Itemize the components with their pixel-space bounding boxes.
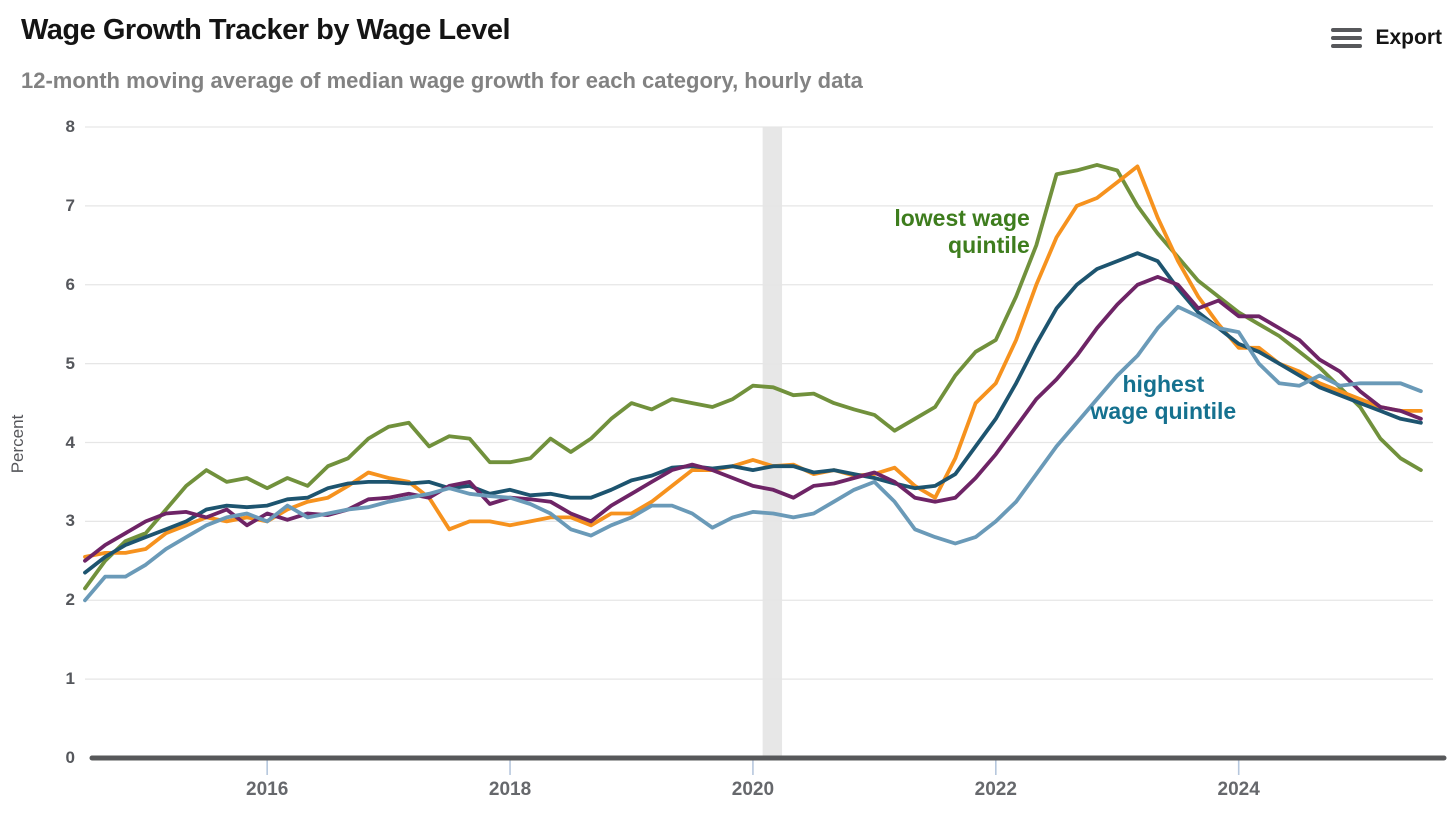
x-tick-label: 2020 [731,779,775,800]
y-tick-label: 3 [65,511,75,531]
y-tick-label: 2 [65,590,75,610]
annotation-lowest-wage-quintile: lowest wage quintile [894,204,1030,258]
export-label: Export [1375,26,1442,49]
series-line-lightblue [83,304,1423,603]
x-tick-label: 2018 [488,779,532,800]
chart-subtitle: 12-month moving average of median wage g… [21,68,863,93]
series-line-orange [83,164,1423,559]
page-title: Wage Growth Tracker by Wage Level [21,14,511,46]
y-tick-label: 5 [65,353,75,373]
y-tick-label: 7 [65,195,75,215]
annotation-highest-wage-quintile: highest wage quintile [1090,371,1237,425]
series-line-green [83,162,1423,591]
export-button[interactable]: Export [1331,26,1442,50]
x-tick-label: 2024 [1217,779,1260,800]
series-line-navy [83,251,1423,575]
x-tick-label: 2022 [974,779,1017,800]
x-tick-label: 2016 [246,779,289,800]
series-line-purple [83,274,1423,563]
y-tick-label: 6 [65,274,75,294]
y-tick-label: 4 [65,432,75,452]
y-tick-label: 8 [65,117,75,136]
y-tick-label: 0 [65,748,75,767]
menu-bars-icon [1331,27,1363,49]
y-tick-label: 1 [65,669,75,689]
